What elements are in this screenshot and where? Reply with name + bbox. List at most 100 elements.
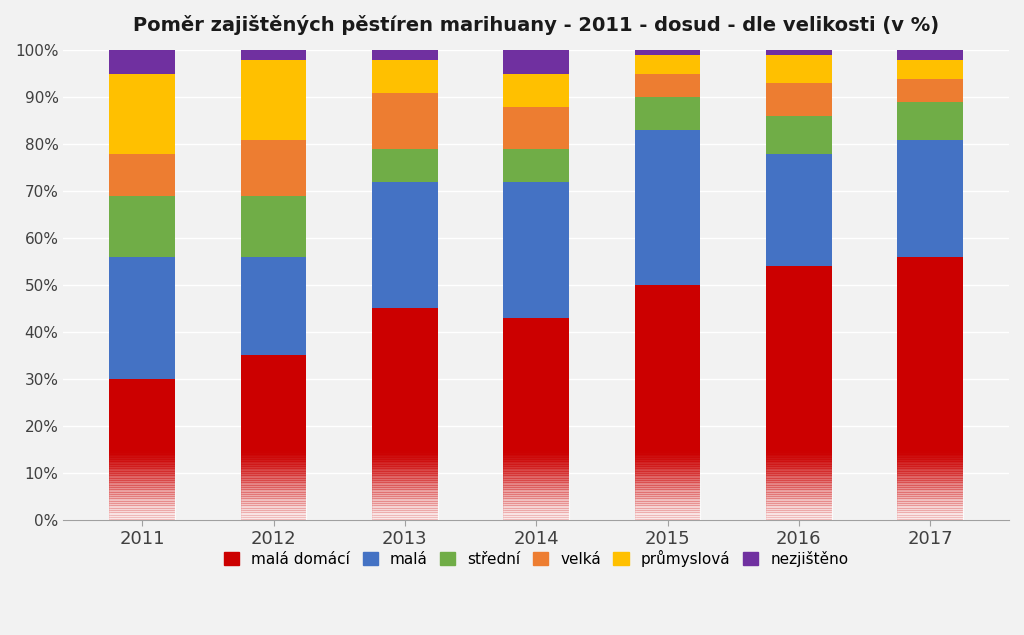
Bar bbox=[766, 458, 831, 460]
Bar bbox=[110, 474, 175, 476]
Bar bbox=[897, 60, 963, 79]
Bar bbox=[372, 498, 437, 500]
Bar bbox=[897, 455, 963, 457]
Bar bbox=[504, 478, 569, 479]
Bar bbox=[110, 469, 175, 471]
Bar bbox=[110, 471, 175, 472]
Bar bbox=[110, 488, 175, 490]
Bar bbox=[766, 511, 831, 512]
Bar bbox=[110, 476, 175, 478]
Bar bbox=[766, 502, 831, 504]
Bar bbox=[372, 491, 437, 493]
Bar bbox=[504, 457, 569, 458]
Bar bbox=[372, 497, 437, 498]
Bar bbox=[372, 457, 437, 458]
Bar bbox=[241, 257, 306, 356]
Bar bbox=[372, 483, 437, 485]
Bar bbox=[766, 497, 831, 498]
Bar bbox=[241, 490, 306, 491]
Bar bbox=[766, 507, 831, 509]
Bar bbox=[635, 516, 700, 518]
Bar bbox=[766, 464, 831, 465]
Bar bbox=[635, 497, 700, 498]
Bar bbox=[241, 512, 306, 514]
Bar bbox=[635, 50, 700, 55]
Bar bbox=[635, 514, 700, 516]
Bar bbox=[372, 488, 437, 490]
Bar bbox=[897, 102, 963, 140]
Bar bbox=[241, 486, 306, 488]
Bar bbox=[635, 462, 700, 464]
Bar bbox=[241, 497, 306, 498]
Bar bbox=[897, 491, 963, 493]
Bar bbox=[372, 509, 437, 511]
Bar bbox=[504, 476, 569, 478]
Bar bbox=[110, 498, 175, 500]
Bar bbox=[504, 149, 569, 182]
Bar bbox=[504, 495, 569, 497]
Bar bbox=[635, 495, 700, 497]
Bar bbox=[241, 485, 306, 486]
Bar bbox=[504, 469, 569, 471]
Bar bbox=[504, 500, 569, 502]
Bar bbox=[372, 495, 437, 497]
Bar bbox=[110, 50, 175, 74]
Bar bbox=[372, 469, 437, 471]
Bar bbox=[766, 504, 831, 505]
Bar bbox=[372, 490, 437, 491]
Bar bbox=[635, 55, 700, 74]
Bar bbox=[110, 257, 175, 379]
Bar bbox=[110, 472, 175, 474]
Bar bbox=[635, 453, 700, 455]
Bar bbox=[241, 196, 306, 257]
Bar bbox=[504, 491, 569, 493]
Bar bbox=[766, 449, 831, 451]
Bar bbox=[504, 493, 569, 495]
Bar bbox=[897, 453, 963, 455]
Bar bbox=[897, 451, 963, 453]
Bar bbox=[635, 505, 700, 507]
Bar bbox=[635, 507, 700, 509]
Bar bbox=[241, 471, 306, 472]
Bar bbox=[635, 518, 700, 519]
Bar bbox=[897, 479, 963, 481]
Bar bbox=[897, 488, 963, 490]
Bar bbox=[635, 504, 700, 505]
Bar bbox=[766, 476, 831, 478]
Bar bbox=[635, 74, 700, 97]
Bar bbox=[110, 196, 175, 257]
Bar bbox=[241, 140, 306, 196]
Bar bbox=[504, 50, 569, 74]
Bar bbox=[766, 465, 831, 467]
Bar bbox=[372, 467, 437, 469]
Bar bbox=[110, 478, 175, 479]
Bar bbox=[110, 493, 175, 495]
Bar bbox=[635, 97, 700, 130]
Bar bbox=[504, 504, 569, 505]
Bar bbox=[372, 504, 437, 505]
Bar bbox=[241, 493, 306, 495]
Bar bbox=[241, 479, 306, 481]
Bar bbox=[241, 483, 306, 485]
Bar bbox=[504, 485, 569, 486]
Bar bbox=[766, 490, 831, 491]
Bar bbox=[372, 479, 437, 481]
Bar bbox=[635, 285, 700, 519]
Bar bbox=[110, 457, 175, 458]
Bar bbox=[766, 491, 831, 493]
Bar bbox=[766, 493, 831, 495]
Bar bbox=[241, 500, 306, 502]
Bar bbox=[897, 140, 963, 257]
Bar bbox=[897, 493, 963, 495]
Bar bbox=[110, 514, 175, 516]
Bar bbox=[766, 472, 831, 474]
Bar bbox=[110, 449, 175, 451]
Bar bbox=[897, 498, 963, 500]
Bar bbox=[897, 478, 963, 479]
Bar bbox=[110, 460, 175, 462]
Bar bbox=[897, 474, 963, 476]
Bar bbox=[766, 505, 831, 507]
Bar bbox=[241, 498, 306, 500]
Bar bbox=[897, 469, 963, 471]
Bar bbox=[241, 457, 306, 458]
